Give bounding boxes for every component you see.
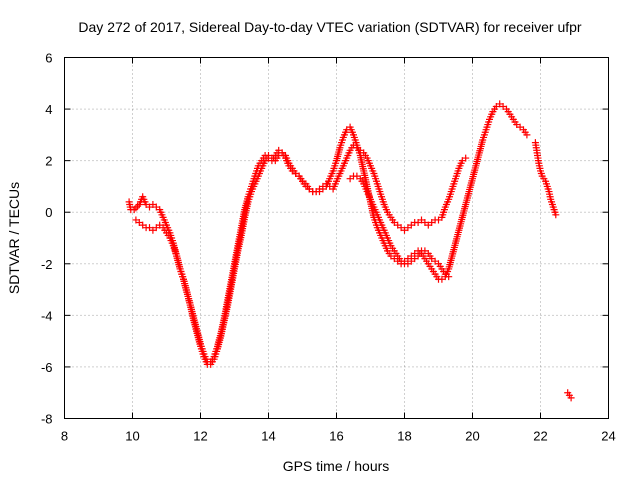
x-tick-label: 18: [397, 429, 411, 444]
series-late-segment: [531, 139, 560, 219]
data-point: [134, 202, 142, 210]
y-axis-label: SDTVAR / TECUs: [6, 182, 22, 294]
x-tick-label: 20: [465, 429, 479, 444]
data-point: [462, 154, 470, 162]
y-tick-label: 6: [45, 51, 52, 66]
y-tick-label: 4: [45, 102, 52, 117]
x-tick-label: 16: [329, 429, 343, 444]
y-tick-label: 2: [45, 154, 52, 169]
y-tick-label: -6: [41, 360, 53, 375]
data-point: [523, 131, 531, 139]
y-tick-label: -4: [41, 308, 53, 323]
x-tick-label: 12: [193, 429, 207, 444]
data-point: [552, 211, 560, 219]
x-tick-label: 10: [125, 429, 139, 444]
y-tick-label: 0: [45, 205, 52, 220]
chart-title: Day 272 of 2017, Sidereal Day-to-day VTE…: [78, 19, 582, 35]
data-points: [125, 100, 575, 402]
x-tick-label: 8: [61, 429, 68, 444]
x-axis-label: GPS time / hours: [283, 458, 390, 474]
data-point: [445, 273, 453, 281]
series-lower-branch: [132, 100, 531, 368]
y-tick-label: -8: [41, 412, 53, 427]
data-point: [132, 204, 140, 212]
x-tick-label: 22: [533, 429, 547, 444]
y-tick-label: -2: [41, 257, 53, 272]
grid-lines: [64, 57, 609, 419]
data-point: [567, 394, 575, 402]
data-point: [130, 206, 138, 214]
series-isolated-points: [564, 389, 575, 402]
x-tick-label: 24: [601, 429, 615, 444]
x-tick-label: 14: [261, 429, 275, 444]
series-middle-branch: [346, 172, 453, 281]
